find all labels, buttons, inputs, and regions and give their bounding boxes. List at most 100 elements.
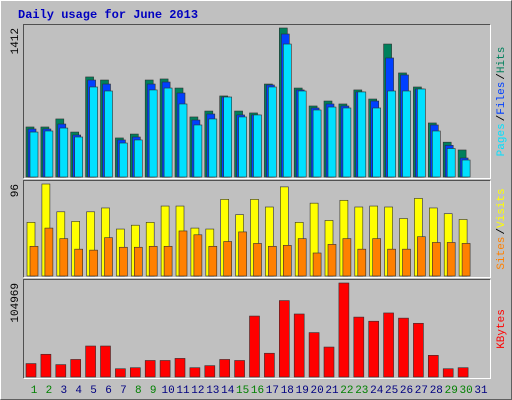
x-tick-label: 5 — [90, 385, 97, 397]
x-tick-label: 8 — [135, 385, 142, 397]
bar — [104, 237, 113, 277]
x-tick-label: 3 — [60, 385, 67, 397]
x-tick-label: 30 — [459, 385, 472, 397]
bar — [130, 367, 141, 378]
bar — [461, 159, 471, 178]
bar — [100, 345, 111, 378]
x-tick-label: 19 — [296, 385, 309, 397]
chart-title: Daily usage for June 2013 — [18, 8, 198, 22]
bar — [413, 322, 424, 378]
bar — [372, 238, 382, 277]
x-tick-label: 23 — [355, 385, 368, 397]
bar — [238, 116, 247, 178]
bar — [119, 246, 128, 277]
x-tick-label: 11 — [176, 385, 190, 397]
x-tick-label: 17 — [266, 385, 279, 397]
legend: Pages/Files/Hits — [496, 47, 508, 157]
bar — [89, 86, 98, 178]
x-tick-label: 9 — [150, 385, 157, 397]
x-tick-label: 25 — [385, 385, 398, 397]
bar — [402, 90, 411, 178]
bar — [342, 238, 352, 277]
x-tick-label: 7 — [120, 385, 127, 397]
bar — [293, 313, 305, 378]
bar — [398, 317, 409, 378]
x-tick-label: 26 — [400, 385, 413, 397]
legend: KBytes — [496, 309, 508, 349]
bar — [163, 87, 173, 178]
x-tick-label: 13 — [206, 385, 219, 397]
bar — [74, 136, 83, 178]
bar — [323, 346, 335, 378]
legend-entry: Pages — [496, 123, 508, 156]
bar — [327, 244, 337, 277]
panel-frames — [23, 24, 491, 379]
bar — [342, 107, 352, 178]
x-tick-label: 6 — [105, 385, 112, 397]
bar — [144, 360, 156, 378]
legend-separator: / — [496, 115, 508, 122]
bar — [189, 367, 201, 378]
bar — [417, 236, 426, 277]
bar — [193, 234, 203, 277]
bar — [446, 242, 456, 277]
bar — [357, 248, 367, 277]
legend-separator: / — [496, 228, 508, 235]
x-tick-label: 2 — [46, 385, 53, 397]
x-tick-label: 20 — [310, 385, 323, 397]
x-tick-label: 14 — [221, 385, 235, 397]
bar — [387, 90, 396, 178]
bar — [442, 368, 454, 378]
bar — [253, 243, 262, 277]
bar — [119, 142, 128, 178]
bar — [234, 360, 245, 378]
x-tick-label: 29 — [445, 385, 458, 397]
bar — [431, 130, 441, 178]
bar — [219, 359, 230, 378]
bar — [297, 238, 307, 277]
bar — [59, 238, 69, 277]
bar — [193, 124, 203, 178]
legend-entry: KBytes — [496, 309, 508, 349]
x-tick-label: 12 — [191, 385, 204, 397]
bar — [278, 300, 290, 378]
legend-entry: Hits — [496, 47, 508, 73]
bar — [249, 315, 260, 378]
bar — [208, 118, 218, 178]
x-tick-label: 21 — [325, 385, 339, 397]
bar — [357, 91, 367, 178]
bar — [29, 245, 39, 277]
y-tick-label: 1412 — [10, 28, 22, 54]
x-tick-label: 15 — [236, 385, 249, 397]
bar — [368, 320, 380, 378]
bar — [174, 358, 186, 378]
bar — [104, 90, 113, 178]
x-tick-label: 16 — [251, 385, 264, 397]
bar — [208, 245, 218, 277]
bar — [253, 114, 262, 178]
x-tick-label: 28 — [430, 385, 443, 397]
bar — [204, 365, 216, 378]
bar — [89, 249, 98, 277]
bar — [85, 345, 96, 378]
x-tick-label: 1 — [31, 385, 38, 397]
legend-entry: Sites — [496, 237, 508, 270]
y-tick-label: 104969 — [10, 283, 22, 323]
x-tick-label: 22 — [340, 385, 353, 397]
legend-separator: / — [496, 73, 508, 80]
bar — [297, 90, 307, 178]
bar — [134, 246, 143, 277]
bar — [59, 127, 69, 178]
bar — [461, 243, 471, 277]
bar — [70, 359, 81, 378]
bar — [268, 245, 277, 277]
bar — [282, 245, 292, 277]
legend-entry: Visits — [496, 188, 508, 228]
x-tick-label: 10 — [161, 385, 174, 397]
bar — [372, 107, 382, 178]
bar — [308, 332, 320, 378]
bar — [327, 106, 337, 178]
